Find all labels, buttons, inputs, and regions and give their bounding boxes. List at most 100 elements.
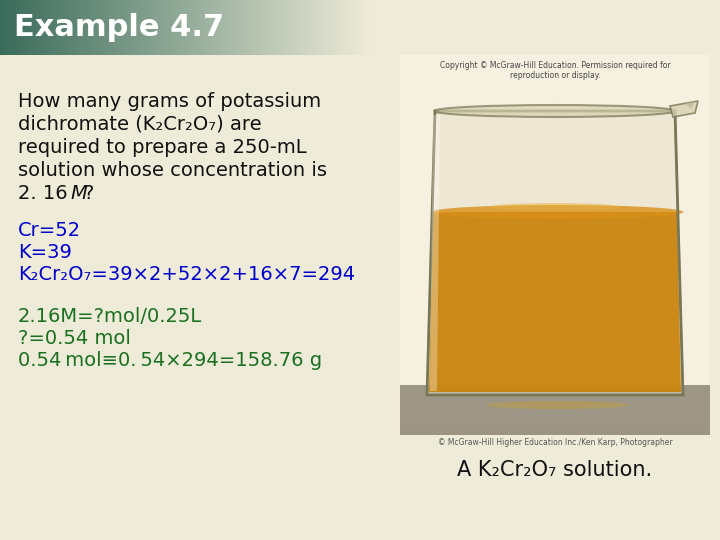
Bar — [187, 0, 189, 55]
Bar — [204, 0, 207, 55]
Bar — [198, 0, 201, 55]
Bar — [194, 0, 197, 55]
Bar — [364, 0, 367, 55]
Bar — [100, 0, 103, 55]
Bar — [143, 0, 145, 55]
Bar — [9, 0, 12, 55]
Bar — [240, 0, 243, 55]
Bar — [357, 0, 360, 55]
Text: dichromate (K₂Cr₂O₇) are: dichromate (K₂Cr₂O₇) are — [18, 115, 261, 134]
Bar — [150, 0, 153, 55]
Bar — [253, 0, 256, 55]
Bar — [179, 0, 182, 55]
Bar — [19, 0, 22, 55]
Bar — [42, 0, 45, 55]
Bar — [41, 0, 43, 55]
Bar — [231, 0, 234, 55]
Bar — [324, 0, 327, 55]
Bar — [113, 0, 116, 55]
Bar — [351, 0, 354, 55]
Bar — [224, 0, 227, 55]
Bar — [191, 0, 194, 55]
Bar — [170, 0, 173, 55]
Bar — [94, 0, 97, 55]
Bar — [316, 0, 319, 55]
Bar — [165, 0, 168, 55]
Bar — [302, 0, 305, 55]
Bar — [37, 0, 40, 55]
Polygon shape — [429, 212, 681, 392]
Bar — [102, 0, 104, 55]
Bar — [65, 0, 68, 55]
Bar — [22, 0, 25, 55]
Bar — [261, 0, 264, 55]
Bar — [35, 0, 38, 55]
Bar — [235, 0, 238, 55]
Bar — [126, 0, 129, 55]
Bar — [13, 0, 16, 55]
Text: K₂Cr₂O₇=39×2+52×2+16×7=294: K₂Cr₂O₇=39×2+52×2+16×7=294 — [18, 265, 355, 284]
Bar — [256, 0, 258, 55]
Bar — [152, 0, 155, 55]
Bar — [298, 0, 301, 55]
Bar — [85, 0, 88, 55]
Bar — [26, 0, 29, 55]
Bar — [337, 0, 340, 55]
Bar — [79, 0, 82, 55]
Bar — [312, 0, 315, 55]
Bar — [322, 0, 325, 55]
Bar — [166, 0, 169, 55]
Bar — [400, 385, 710, 435]
Bar — [279, 0, 282, 55]
Bar — [335, 0, 338, 55]
Bar — [338, 0, 341, 55]
Bar — [270, 0, 273, 55]
Bar — [257, 0, 260, 55]
Bar — [114, 0, 117, 55]
Bar — [48, 0, 51, 55]
Bar — [189, 0, 192, 55]
Bar — [163, 0, 166, 55]
Bar — [329, 0, 332, 55]
Bar — [181, 0, 184, 55]
Bar — [135, 0, 138, 55]
Bar — [127, 0, 130, 55]
Bar — [342, 0, 345, 55]
Text: K=39: K=39 — [18, 243, 72, 262]
Bar — [266, 0, 269, 55]
Bar — [130, 0, 132, 55]
Bar — [111, 0, 114, 55]
Bar — [366, 0, 369, 55]
Text: M: M — [70, 184, 87, 203]
Text: Example 4.7: Example 4.7 — [14, 13, 224, 42]
Text: A K₂Cr₂O₇ solution.: A K₂Cr₂O₇ solution. — [457, 460, 652, 480]
Bar — [290, 0, 293, 55]
Bar — [237, 0, 240, 55]
Bar — [104, 0, 107, 55]
Bar — [146, 0, 149, 55]
Bar — [32, 0, 35, 55]
Bar — [4, 0, 6, 55]
Bar — [287, 0, 289, 55]
Bar — [11, 0, 14, 55]
Bar — [63, 0, 66, 55]
Bar — [307, 0, 310, 55]
Bar — [200, 0, 202, 55]
Polygon shape — [685, 101, 695, 109]
Bar — [178, 0, 181, 55]
Bar — [243, 0, 246, 55]
Bar — [156, 0, 158, 55]
Bar — [148, 0, 151, 55]
Bar — [68, 0, 71, 55]
Text: reproduction or display.: reproduction or display. — [510, 71, 600, 80]
Text: 0.54 mol≡0. 54×294=158.76 g: 0.54 mol≡0. 54×294=158.76 g — [18, 351, 322, 370]
Bar — [58, 0, 60, 55]
Bar — [117, 0, 120, 55]
Bar — [185, 0, 188, 55]
Bar — [107, 0, 110, 55]
Bar — [92, 0, 95, 55]
Bar — [120, 0, 123, 55]
Bar — [131, 0, 134, 55]
Bar — [139, 0, 142, 55]
Text: ?=0.54 mol: ?=0.54 mol — [18, 329, 131, 348]
